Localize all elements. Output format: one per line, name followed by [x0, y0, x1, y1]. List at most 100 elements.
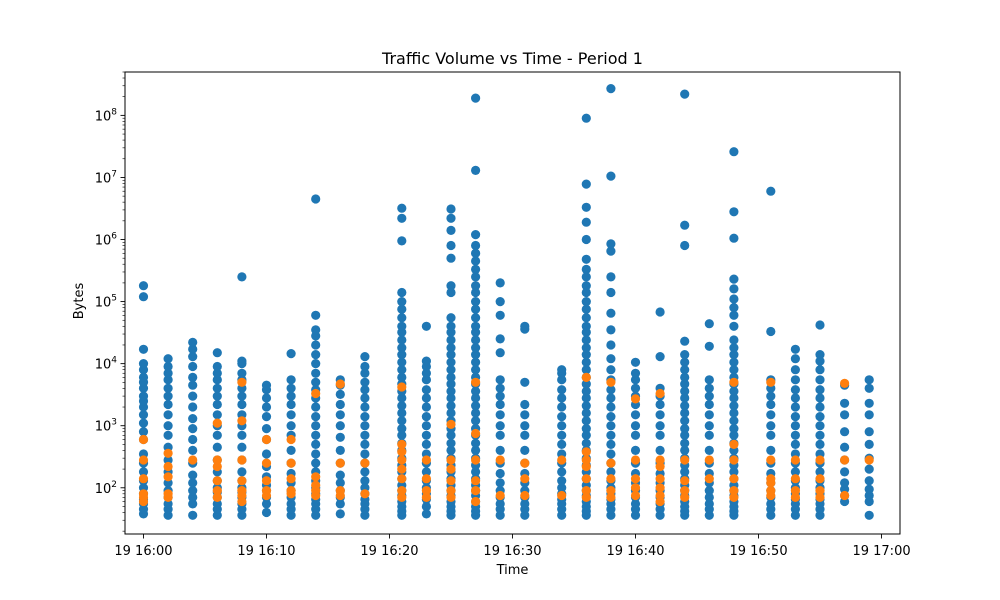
- data-point: [188, 486, 198, 496]
- data-point: [729, 284, 739, 294]
- data-point: [557, 402, 567, 412]
- data-point: [704, 391, 714, 401]
- data-point: [261, 486, 272, 496]
- data-point: [360, 439, 370, 449]
- data-point: [581, 217, 591, 227]
- data-point: [815, 492, 825, 502]
- data-point: [421, 501, 431, 512]
- data-point: [630, 445, 641, 455]
- data-point: [397, 203, 407, 213]
- data-point: [729, 365, 739, 375]
- data-point: [606, 393, 616, 403]
- data-point: [790, 412, 801, 422]
- data-point: [471, 438, 481, 448]
- data-point: [471, 281, 481, 291]
- data-point: [397, 213, 407, 223]
- data-point: [581, 179, 591, 189]
- data-point: [581, 474, 591, 484]
- data-point: [680, 365, 690, 375]
- data-point: [397, 486, 407, 496]
- data-point: [581, 401, 591, 411]
- data-point: [446, 225, 456, 235]
- data-point: [261, 476, 272, 486]
- data-point: [188, 361, 198, 372]
- data-point: [630, 394, 641, 404]
- data-point: [729, 350, 739, 360]
- data-point: [335, 499, 345, 509]
- data-point: [790, 492, 801, 502]
- data-point: [606, 272, 616, 282]
- data-point: [311, 325, 321, 335]
- data-point: [446, 357, 456, 367]
- data-point: [138, 467, 149, 477]
- data-point: [729, 377, 739, 387]
- y-tick-label: 103: [95, 418, 117, 435]
- data-point: [729, 474, 739, 484]
- data-point: [397, 464, 407, 474]
- data-point: [138, 372, 149, 382]
- data-point: [421, 486, 431, 496]
- data-point: [581, 357, 591, 367]
- data-point: [446, 401, 456, 411]
- data-point: [790, 430, 801, 440]
- data-point: [311, 430, 321, 440]
- data-point: [630, 455, 641, 465]
- data-point: [311, 194, 321, 204]
- data-point: [581, 287, 591, 298]
- data-point: [397, 401, 407, 411]
- data-point: [237, 399, 247, 410]
- data-point: [680, 89, 690, 99]
- data-point: [790, 467, 801, 477]
- data-point: [729, 321, 739, 331]
- data-point: [471, 335, 481, 345]
- plot-area-frame: [124, 71, 901, 535]
- data-point: [790, 344, 801, 354]
- data-point: [864, 375, 874, 385]
- data-point: [495, 490, 505, 501]
- data-point: [471, 313, 481, 323]
- data-point: [606, 486, 616, 496]
- data-point: [188, 434, 198, 445]
- data-point: [766, 186, 776, 196]
- data-point: [495, 455, 505, 465]
- data-point: [138, 489, 149, 499]
- data-point: [655, 388, 665, 399]
- data-point: [520, 445, 530, 455]
- data-point: [335, 399, 345, 410]
- data-point: [606, 402, 616, 412]
- data-point: [557, 439, 567, 449]
- data-point: [286, 399, 296, 410]
- data-point: [237, 368, 247, 378]
- data-point: [864, 484, 874, 494]
- data-point: [557, 385, 567, 395]
- data-point: [790, 393, 801, 403]
- data-point: [704, 399, 714, 410]
- data-point: [815, 439, 825, 449]
- data-point: [286, 458, 296, 468]
- data-point: [729, 357, 739, 367]
- data-point: [581, 313, 591, 323]
- data-point: [655, 455, 665, 465]
- data-point: [212, 348, 222, 358]
- data-point: [163, 361, 173, 372]
- data-point: [520, 430, 530, 440]
- data-point: [729, 408, 739, 418]
- data-point: [840, 484, 850, 494]
- data-point: [311, 388, 321, 399]
- data-point: [704, 319, 714, 329]
- data-point: [815, 412, 825, 422]
- data-point: [557, 393, 567, 403]
- data-point: [864, 455, 874, 465]
- data-point: [680, 401, 690, 411]
- data-point: [335, 478, 345, 488]
- x-axis-label: Time: [496, 563, 529, 578]
- data-point: [495, 399, 505, 410]
- data-point: [261, 434, 272, 445]
- data-point: [729, 233, 739, 243]
- data-point: [421, 385, 431, 395]
- data-point: [446, 464, 456, 474]
- data-point: [495, 430, 505, 440]
- data-point: [471, 476, 481, 486]
- data-point: [815, 350, 825, 360]
- data-point: [397, 236, 407, 246]
